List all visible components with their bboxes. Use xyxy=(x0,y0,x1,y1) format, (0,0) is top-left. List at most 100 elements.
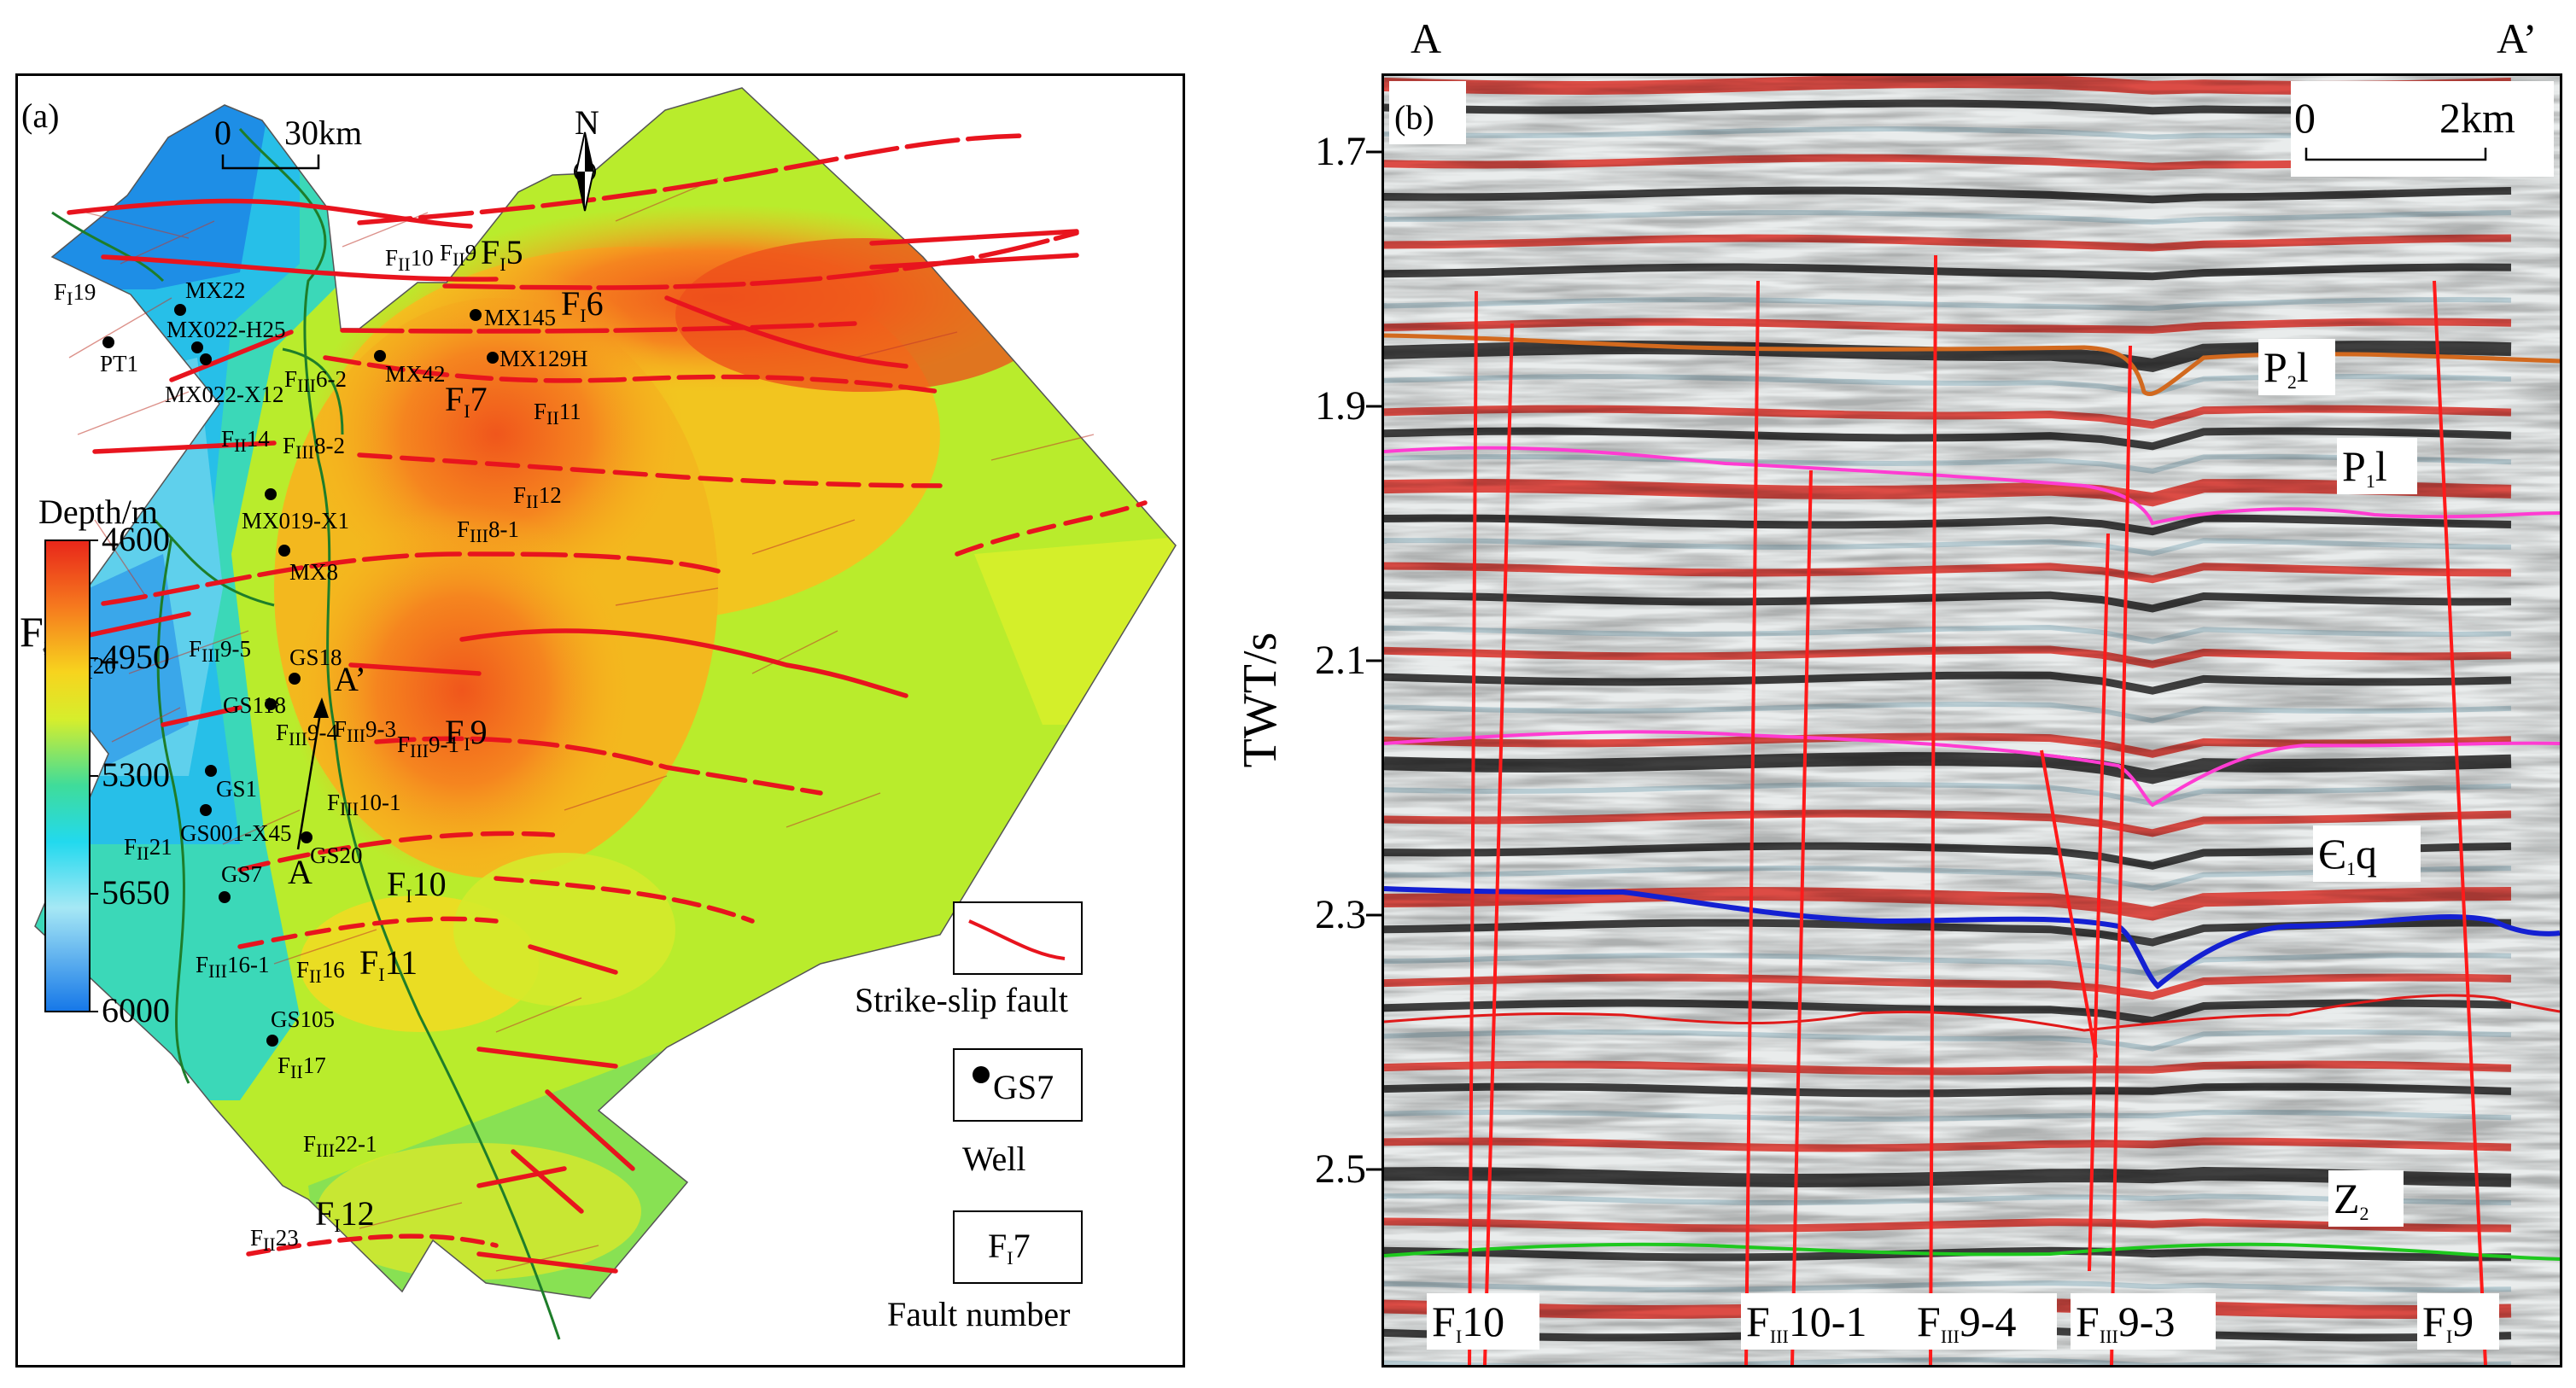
well-label: MX019-X1 xyxy=(242,508,349,534)
section-fault-label: FI10 xyxy=(1432,1298,1504,1347)
symbol-key: Strike-slip fault GS7 Well FI7 Fault num… xyxy=(855,901,1083,1333)
well-gs118: GS118 xyxy=(223,692,286,718)
y-tick-label: 2.5 xyxy=(1315,1146,1366,1192)
well-label: GS1 xyxy=(216,776,257,802)
scale-zero: 0 xyxy=(214,114,231,152)
horizon-red-lower xyxy=(1384,994,2560,1032)
horizon-z2 xyxy=(1384,1242,2560,1261)
well-label: MX022-H25 xyxy=(166,317,286,342)
y-tick-label: 1.7 xyxy=(1315,129,1366,174)
horizon-p1l xyxy=(1384,446,2560,526)
well-label: GS18 xyxy=(289,644,342,670)
well-label: MX145 xyxy=(484,305,556,330)
well-label: MX022-X12 xyxy=(165,382,284,407)
key-fault-line xyxy=(968,919,1066,960)
minor-fault-traces xyxy=(68,178,1095,1272)
fault-label-fiii10-1: FIII10-1 xyxy=(327,790,401,819)
well-markers: MX22 MX022-H25 MX022-X12 PT1 MX42 MX145 … xyxy=(100,277,588,1047)
legend-color-bar xyxy=(44,539,91,1012)
fault-fiii10-1-b xyxy=(1790,469,1813,1365)
key-fault-box xyxy=(953,901,1083,975)
horizon-label-z2: Z2 xyxy=(2334,1175,2369,1224)
well-dot xyxy=(266,1035,278,1047)
scale-bar-a: 0 30km xyxy=(214,114,362,170)
well-label: MX129H xyxy=(499,346,588,371)
section-fault-label: FIII10-1 xyxy=(1746,1298,1866,1347)
well-dot xyxy=(470,309,482,321)
fault-label-fi5: FI5 xyxy=(481,233,523,275)
fault-fiii9-3-b xyxy=(2110,345,2132,1365)
scale-bar-line xyxy=(221,155,320,170)
key-well-sample: GS7 xyxy=(993,1068,1054,1106)
fault-label-fii23: FII23 xyxy=(250,1225,299,1255)
horizon-label-p2l: P2l xyxy=(2263,343,2309,393)
fault-label-fiii16-1: FIII16-1 xyxy=(196,952,270,982)
fault-label-fi6: FI6 xyxy=(561,284,604,326)
section-top-left-label: A xyxy=(1411,15,1442,62)
well-mx022-x12: MX022-X12 xyxy=(165,353,284,407)
fault-label-fiii8-1: FIII8-1 xyxy=(457,516,519,546)
well-dot xyxy=(301,831,313,843)
fault-label-fiii8-2: FIII8-2 xyxy=(283,433,345,463)
well-label: GS105 xyxy=(271,1006,335,1032)
fault-label-fii16: FII16 xyxy=(296,957,345,987)
section-fault-label: FI9 xyxy=(2422,1298,2474,1347)
fault-label-fi9: FI9 xyxy=(445,713,488,755)
panel-a-label: (a) xyxy=(21,96,59,135)
key-well-dot xyxy=(973,1066,990,1083)
fault-label-fi7: FI7 xyxy=(445,380,488,422)
north-arrow-icon: N xyxy=(574,103,599,212)
well-label: MX42 xyxy=(385,361,446,387)
well-gs20: GS20 xyxy=(301,831,363,868)
fault-label-fii17: FII17 xyxy=(277,1053,326,1082)
fault-label-fii12: FII12 xyxy=(513,482,562,512)
well-dot xyxy=(191,341,203,353)
legend-tick: 5300 xyxy=(102,755,170,794)
well-label: MX22 xyxy=(185,277,246,303)
well-label: GS001-X45 xyxy=(180,820,292,846)
fault-label-fiii9-3: FIII9-3 xyxy=(334,716,396,746)
seismic-amplitude-image xyxy=(1384,76,2560,1365)
well-mx022-h25: MX022-H25 xyxy=(166,317,286,353)
fault-label-fiii9-4: FIII9-4 xyxy=(276,720,339,749)
section-start-label: A xyxy=(288,853,313,891)
fault-fi9 xyxy=(2433,280,2487,1365)
well-mx42: MX42 xyxy=(374,350,446,387)
panel-b-label-bg xyxy=(1389,81,1466,144)
seismic-section-figure: (b) 0 2km P2l P1l Є1q Z2 FI10 FIII10-1 F… xyxy=(1384,76,2560,1365)
y-tick-label: 2.3 xyxy=(1315,892,1366,937)
well-label: GS20 xyxy=(310,843,363,868)
key-well-caption: Well xyxy=(962,1140,1026,1178)
fault-label-fiii9-1: FIII9-1 xyxy=(397,732,459,761)
fault-fiii9-3-c xyxy=(2040,749,2098,1058)
horizon-labels: P2l P1l Є1q Z2 xyxy=(2258,339,2421,1227)
panel-b-label: (b) xyxy=(1394,98,1434,137)
y-axis-ticks xyxy=(1366,150,1383,1171)
well-pt1: PT1 xyxy=(100,336,138,376)
well-dot xyxy=(219,891,231,903)
well-gs105: GS105 xyxy=(266,1006,335,1047)
scale-zero: 0 xyxy=(2294,94,2316,142)
section-fault-label: FIII9-3 xyxy=(2076,1298,2175,1347)
key-fault-caption: Strike-slip fault xyxy=(855,981,1068,1019)
horizon-p1l-lower xyxy=(1384,730,2560,808)
legend-tick: 6000 xyxy=(102,991,170,1029)
well-gs001-x45: GS001-X45 xyxy=(180,804,292,846)
well-dot xyxy=(289,673,301,685)
legend-title: Depth/m xyxy=(38,493,158,531)
well-mx145: MX145 xyxy=(470,305,556,330)
well-gs7: GS7 xyxy=(219,861,262,903)
fault-label-fii9: FII9 xyxy=(440,240,476,270)
key-well-box xyxy=(953,1048,1083,1122)
section-fault-label: FIII9-4 xyxy=(1917,1298,2016,1347)
fault-label-fiii9-5: FIII9-5 xyxy=(189,636,251,666)
well-label: GS7 xyxy=(221,861,262,887)
horizon-label-p1l: P1l xyxy=(2342,442,2387,492)
key-fault-number-caption: Fault number xyxy=(887,1295,1070,1333)
well-mx129h: MX129H xyxy=(487,346,588,371)
well-label: MX8 xyxy=(289,559,338,585)
legend-tick: 5650 xyxy=(102,873,170,912)
well-dot xyxy=(205,765,217,777)
well-gs1: GS1 xyxy=(205,765,257,802)
section-line: A A’ xyxy=(288,660,366,891)
